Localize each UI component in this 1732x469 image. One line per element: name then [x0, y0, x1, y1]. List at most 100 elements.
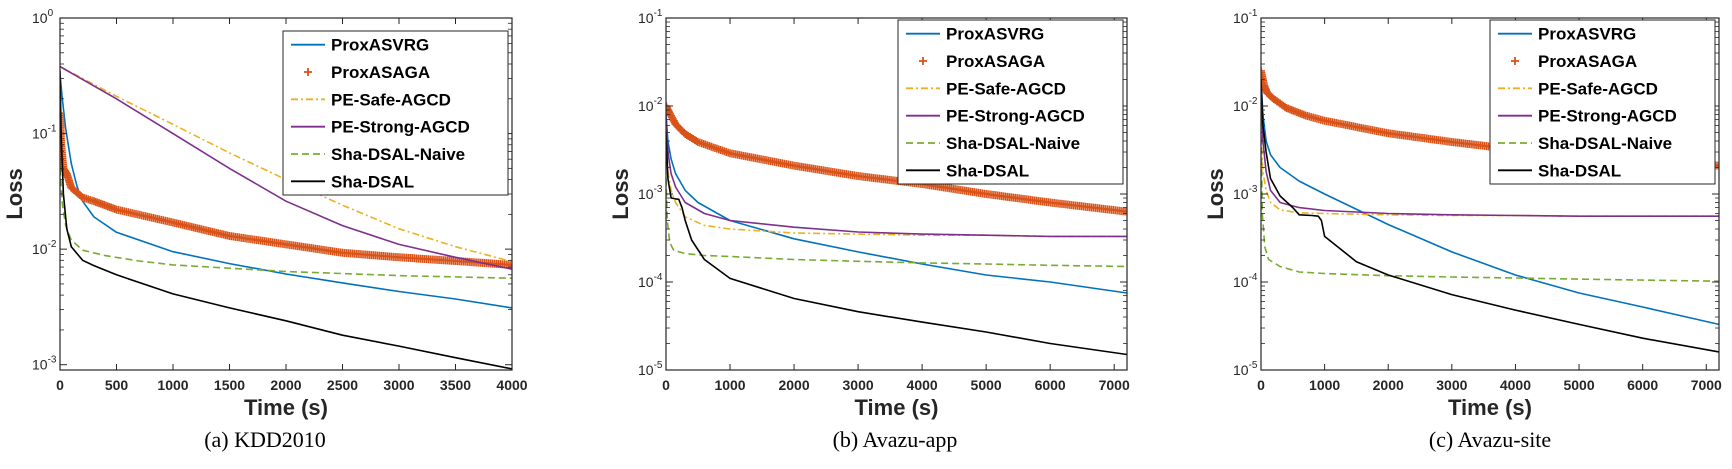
y-tick-label: 10-3	[32, 355, 57, 373]
legend-label-proxasaga: ProxASAGA	[946, 52, 1045, 71]
y-tick-label: 10-2	[638, 96, 663, 114]
series-pe-safe-agcd-line	[60, 65, 512, 263]
legend-label-proxasvrg: ProxASVRG	[331, 36, 429, 55]
y-tick-exponent: -3	[48, 355, 57, 366]
legend-label-proxasaga: ProxASAGA	[331, 63, 430, 82]
x-axis-label: Time (s)	[855, 395, 939, 420]
legend-label-pe-strong-agcd: PE-Strong-AGCD	[1538, 107, 1677, 126]
x-tick-label: 6000	[1627, 377, 1658, 393]
x-tick-label: 0	[56, 377, 64, 393]
series-proxasvrg-line	[60, 73, 512, 309]
y-tick-exponent: -5	[654, 360, 663, 371]
legend-label-proxasvrg: ProxASVRG	[1538, 25, 1636, 44]
y-tick-exponent: -2	[654, 96, 663, 107]
chart-panel-1: 0 500 1000 1500 2000 2500 3000 3500 400010-310-2…	[2, 8, 528, 452]
legend: ProxASVRG ProxASAGA PE-Safe-AGCD PE-Strong-…	[282, 30, 509, 196]
y-tick-label: 10-4	[1233, 272, 1258, 290]
x-tick-label: 0	[662, 377, 670, 393]
legend-label-pe-safe-agcd: PE-Safe-AGCD	[946, 79, 1066, 98]
x-tick-label: 3500	[440, 377, 471, 393]
legend-marker	[1511, 57, 1519, 65]
y-tick-exponent: -4	[654, 272, 663, 283]
legend-label-sha-dsal: Sha-DSAL	[1538, 161, 1621, 180]
series-proxasaga-markers	[60, 109, 512, 269]
series-group	[60, 65, 512, 370]
chart-panel-2: 0 1000 2000 3000 4000 5000 6000 7000 10-5 10-4 10-…	[608, 8, 1130, 452]
legend-label-proxasaga: ProxASAGA	[1538, 52, 1637, 71]
legend-label-sha-dsal-naive: Sha-DSAL-Naive	[946, 134, 1080, 153]
legend-label-pe-strong-agcd: PE-Strong-AGCD	[331, 118, 470, 137]
x-tick-label: 3000	[383, 377, 414, 393]
y-tick-label: 10-5	[638, 360, 663, 378]
y-tick-exponent: -2	[1249, 96, 1258, 107]
x-tick-label: 2000	[270, 377, 301, 393]
x-tick-label: 1000	[1309, 377, 1340, 393]
legend-label-sha-dsal-naive: Sha-DSAL-Naive	[1538, 134, 1672, 153]
legend-marker	[304, 68, 312, 76]
series-pe-strong-agcd-line	[60, 65, 512, 270]
legend-label-sha-dsal: Sha-DSAL	[331, 172, 414, 191]
y-tick-label: 10-2	[1233, 96, 1258, 114]
x-tick-label: 500	[105, 377, 129, 393]
y-tick-label: 10-1	[638, 8, 663, 26]
y-tick-label: 10-2	[32, 239, 57, 257]
x-tick-label: 0	[1257, 377, 1265, 393]
x-tick-label: 4000	[907, 377, 938, 393]
legend-box	[282, 30, 509, 196]
y-tick-label: 10-4	[638, 272, 663, 290]
y-tick-exponent: -2	[48, 239, 57, 250]
x-tick-label: 2000	[1373, 377, 1404, 393]
series-sha-dsal-line	[666, 132, 1127, 356]
x-tick-label: 1000	[714, 377, 745, 393]
legend: ProxASVRG ProxASAGA PE-Safe-AGCD PE-Strong-…	[897, 19, 1124, 185]
series-sha-dsal-line	[60, 70, 512, 370]
legend-box	[897, 19, 1124, 185]
y-tick-exponent: -1	[48, 124, 57, 135]
y-tick-label: 10-5	[1233, 360, 1258, 378]
y-tick-exponent: -4	[1249, 272, 1258, 283]
subfigure-caption: (b) Avazu-app	[833, 427, 958, 452]
legend-box	[1489, 19, 1716, 185]
x-tick-label: 7000	[1099, 377, 1130, 393]
x-axis-label: Time (s)	[1448, 395, 1532, 420]
x-tick-label: 7000	[1691, 377, 1722, 393]
x-tick-label: 2000	[778, 377, 809, 393]
y-tick-exponent: -5	[1249, 360, 1258, 371]
legend-label-proxasvrg: ProxASVRG	[946, 25, 1044, 44]
legend-label-pe-strong-agcd: PE-Strong-AGCD	[946, 107, 1085, 126]
legend-label-sha-dsal: Sha-DSAL	[946, 161, 1029, 180]
legend-marker	[919, 57, 927, 65]
y-tick-label: 10-3	[1233, 184, 1258, 202]
legend-label-sha-dsal-naive: Sha-DSAL-Naive	[331, 145, 465, 164]
y-tick-label: 10-1	[32, 124, 57, 142]
x-tick-label: 6000	[1035, 377, 1066, 393]
subfigure-caption: (c) Avazu-site	[1429, 427, 1551, 452]
series-proxasvrg-line	[1261, 79, 1719, 326]
y-axis-label: Loss	[2, 168, 27, 219]
y-tick-exponent: -1	[654, 8, 663, 19]
series-pe-strong-agcd-line	[1261, 79, 1719, 217]
y-tick-exponent: -1	[1249, 8, 1258, 19]
y-tick-exponent: -3	[1249, 184, 1258, 195]
y-tick-label: 100	[32, 8, 54, 26]
chart-panel-3: 0 1000 2000 3000 4000 5000 6000 7000 10-5 10-4 10-…	[1203, 8, 1722, 452]
y-tick-label: 10-3	[638, 184, 663, 202]
series-sha-dsal-line	[1261, 79, 1719, 353]
x-tick-label: 3000	[1436, 377, 1467, 393]
x-axis-label: Time (s)	[244, 395, 328, 420]
series-pe-strong-agcd-line	[666, 114, 1127, 238]
y-axis-label: Loss	[608, 168, 633, 219]
series-sha-dsal-naive-line	[666, 178, 1127, 268]
y-tick-exponent: 0	[48, 8, 54, 19]
x-tick-label: 4000	[496, 377, 527, 393]
subfigure-caption: (a) KDD2010	[204, 427, 326, 452]
x-tick-label: 5000	[1563, 377, 1594, 393]
y-tick-exponent: -3	[654, 184, 663, 195]
series-sha-dsal-naive-line	[1261, 125, 1719, 282]
x-tick-label: 2500	[327, 377, 358, 393]
series-sha-dsal-naive-line	[60, 168, 512, 279]
legend: ProxASVRG ProxASAGA PE-Safe-AGCD PE-Strong-…	[1489, 19, 1716, 185]
x-tick-label: 4000	[1500, 377, 1531, 393]
legend-label-pe-safe-agcd: PE-Safe-AGCD	[1538, 79, 1658, 98]
